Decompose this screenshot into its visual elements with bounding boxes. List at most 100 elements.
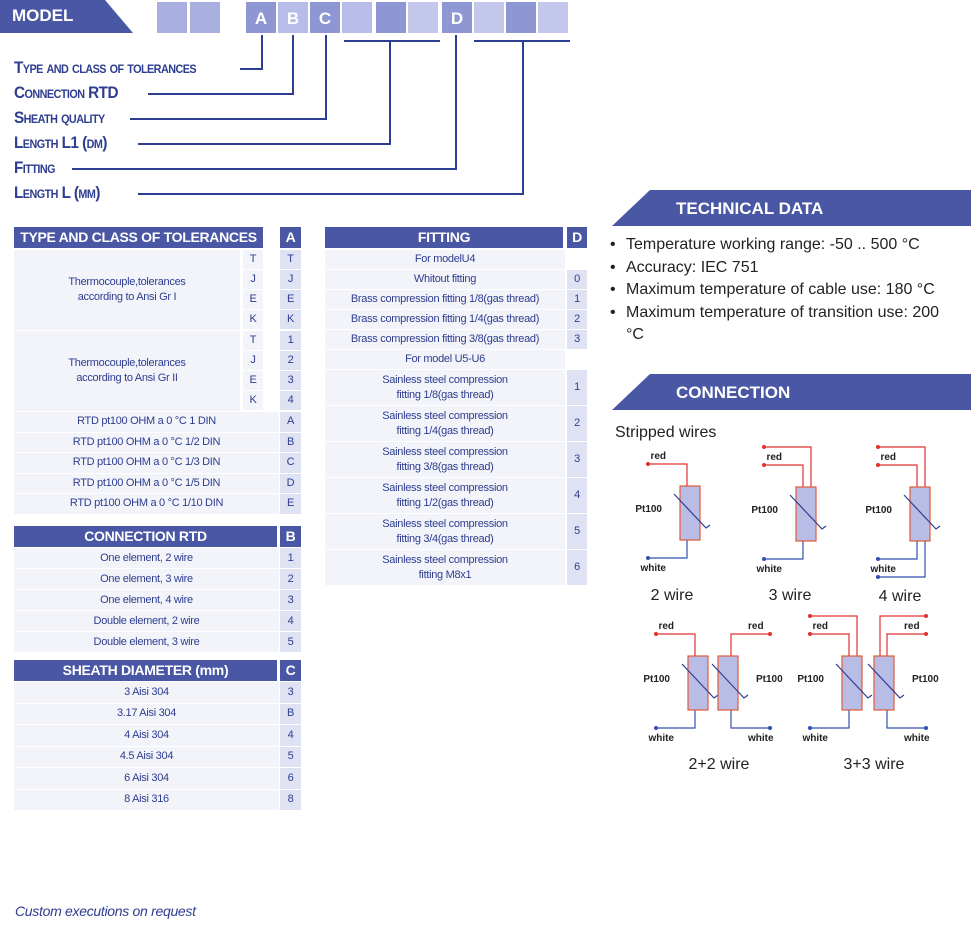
sensor-label: Pt100 — [751, 505, 778, 516]
wire-end — [876, 463, 880, 467]
text-line: according to Ansi Gr II — [76, 372, 178, 384]
row-code: 8 — [280, 789, 301, 810]
row-label: Sainless steel compression fitting 3/4(ga… — [325, 514, 565, 549]
technical-item: Maximum temperature of cable use: 180 °C — [610, 279, 946, 302]
text-line: Sainless steel compression — [382, 481, 508, 494]
banner — [612, 374, 971, 410]
wire-end — [876, 557, 880, 561]
wire — [730, 633, 770, 656]
text-line: Thermocouple,tolerances — [68, 357, 186, 369]
text-line: fitting 1/2(gas thread) — [396, 496, 494, 509]
legend-line — [72, 35, 457, 170]
footer-note: Custom executions on request — [15, 903, 196, 919]
row-code: 4 — [567, 478, 587, 513]
row-label: One element, 3 wire — [14, 569, 279, 589]
row-code-empty — [567, 350, 587, 369]
row-code: 6 — [567, 550, 587, 585]
wire — [656, 633, 696, 656]
wire-end — [768, 632, 772, 636]
wire — [764, 446, 812, 487]
row-label: Sainless steel compression fitting 1/4(ga… — [325, 406, 565, 441]
wire — [648, 540, 688, 559]
wire-end — [924, 614, 928, 618]
wire-end — [876, 575, 880, 579]
row-code: 1 — [567, 370, 587, 405]
wire — [878, 464, 918, 487]
legend-item: Length L (mm) — [14, 183, 100, 202]
row-code: 1 — [567, 290, 587, 309]
wire-label: white — [869, 564, 896, 575]
resistor-slash — [681, 663, 719, 699]
group-label: Thermocouple,tolerances according to Ansi… — [14, 250, 240, 330]
text-line: Brass compression fitting 1/8(gas thread… — [350, 293, 540, 305]
row-label: Sainless steel compression fitting M8x1 — [325, 550, 565, 585]
row-label: One element, 4 wire — [14, 590, 279, 610]
model-label: MODEL — [12, 6, 73, 25]
sensor-label: Pt100 — [643, 674, 670, 685]
row-letter: T — [243, 250, 263, 269]
legend-item: Length L1 (dm) — [14, 133, 107, 152]
code-letter: D — [451, 9, 463, 28]
wire-label: red — [904, 621, 920, 632]
text-line: Sainless steel compression — [382, 409, 508, 422]
wire — [878, 541, 926, 578]
row-code: B — [280, 703, 301, 724]
wire-label: red — [880, 452, 896, 463]
text-line: fitting 3/4(gas thread) — [396, 532, 494, 545]
wire-end — [654, 726, 658, 730]
wire — [730, 710, 770, 729]
resistor — [687, 655, 709, 711]
row-code: 3 — [280, 590, 301, 610]
legend-line — [138, 40, 440, 145]
row-label: Brass compression fitting 1/4(gas thread… — [325, 310, 565, 329]
row-code: T — [280, 250, 301, 269]
legend-line — [130, 35, 327, 120]
row-code: 3 — [567, 442, 587, 477]
code-box — [157, 2, 187, 33]
sensor-label: Pt100 — [635, 504, 662, 515]
sensor-label: Pt100 — [756, 674, 783, 685]
row-label: Double element, 3 wire — [14, 632, 279, 652]
table-header: SHEATH DIAMETER (mm) — [14, 660, 277, 681]
row-letter: K — [243, 310, 263, 329]
wire-label: white — [903, 733, 930, 744]
row-code: 5 — [567, 514, 587, 549]
row-code: B — [280, 432, 301, 452]
row-letter: E — [243, 371, 263, 390]
resistor — [873, 655, 895, 711]
row-code: K — [280, 310, 301, 329]
row-label: 4.5 Aisi 304 — [14, 746, 279, 767]
wire-label: red — [748, 621, 764, 632]
row-label: 4 Aisi 304 — [14, 725, 279, 746]
row-code: 1 — [280, 331, 301, 350]
wire — [878, 541, 918, 560]
wire-label: red — [650, 451, 666, 462]
code-box — [538, 2, 568, 33]
row-code: 4 — [280, 391, 301, 410]
text-line: Sainless steel compression — [382, 373, 508, 386]
resistor — [841, 655, 863, 711]
wire-end — [646, 462, 650, 466]
legend-line — [138, 40, 570, 195]
row-code: C — [280, 453, 301, 473]
wire-label: white — [639, 563, 666, 574]
wire — [810, 710, 850, 729]
resistor — [795, 486, 817, 542]
wire-label: red — [812, 621, 828, 632]
text-line: fitting M8x1 — [418, 568, 472, 581]
wire-label: white — [647, 733, 674, 744]
row-label: Sainless steel compression fitting 1/2(ga… — [325, 478, 565, 513]
code-letter: A — [255, 9, 267, 28]
row-code: D — [280, 473, 301, 493]
code-box — [376, 2, 406, 33]
row-label: RTD pt100 OHM a 0 °C 1/5 DIN — [14, 473, 279, 493]
code-box — [408, 2, 438, 33]
wire — [764, 541, 804, 560]
sensor-label: Pt100 — [797, 674, 824, 685]
wire — [648, 463, 688, 486]
row-code: 4 — [280, 611, 301, 631]
row-code: 3 — [567, 330, 587, 349]
row-code: E — [280, 290, 301, 309]
wire-end — [646, 556, 650, 560]
text-line: Sainless steel compression — [382, 445, 508, 458]
